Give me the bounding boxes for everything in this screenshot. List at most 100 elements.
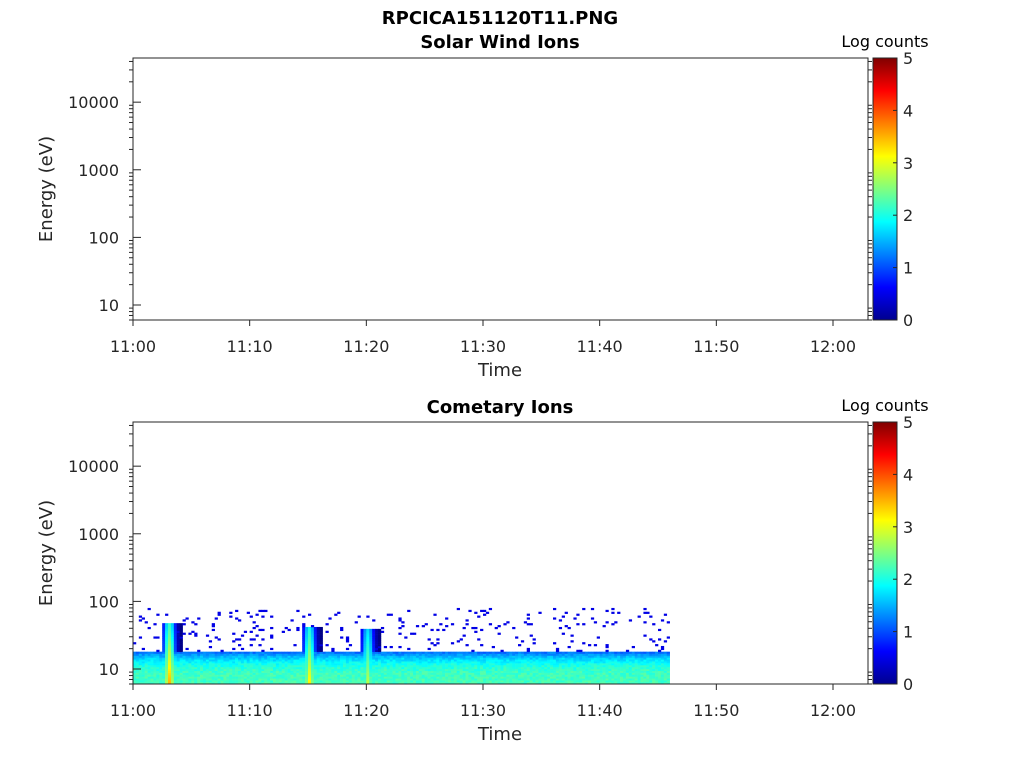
heatmap-cell	[138, 663, 143, 666]
heatmap-cell	[200, 678, 204, 681]
heatmap-cell	[360, 632, 364, 635]
heatmap-cell	[348, 664, 353, 668]
heatmap-cell	[625, 661, 630, 664]
heatmap-cell	[343, 663, 347, 666]
heatmap-cell	[427, 661, 431, 664]
heatmap-cell	[211, 628, 215, 632]
heatmap-cell	[220, 649, 224, 652]
heatmap-cell	[264, 657, 268, 660]
heatmap-cell	[354, 621, 358, 624]
heatmap-cell	[509, 655, 513, 658]
heatmap-cell	[421, 655, 425, 658]
heatmap-cell	[389, 613, 393, 616]
heatmap-cell	[278, 674, 283, 677]
heatmap-cell	[558, 672, 563, 675]
heatmap-cell	[658, 668, 662, 671]
heatmap-cell	[275, 666, 280, 670]
heatmap-cell	[185, 653, 189, 656]
heatmap-cell	[590, 674, 595, 677]
heatmap-cell	[211, 653, 215, 656]
heatmap-cell	[655, 651, 659, 654]
heatmap-cell	[392, 678, 396, 681]
heatmap-cell	[401, 682, 405, 685]
heatmap-cell	[205, 653, 210, 656]
heatmap-cell	[375, 670, 379, 673]
heatmap-cell	[165, 638, 169, 641]
heatmap-cell	[593, 659, 598, 662]
heatmap-cell	[658, 653, 662, 656]
heatmap-cell	[547, 651, 551, 654]
heatmap-cell	[299, 651, 303, 654]
heatmap-cell	[170, 623, 175, 626]
heatmap-cell	[378, 672, 382, 675]
heatmap-cell	[442, 670, 446, 673]
heatmap-cell	[176, 653, 180, 656]
heatmap-cell	[325, 644, 329, 647]
heatmap-cell	[532, 670, 536, 673]
heatmap-cell	[588, 682, 592, 685]
heatmap-cell	[369, 670, 373, 673]
heatmap-cell	[553, 659, 557, 662]
heatmap-cell	[287, 672, 291, 675]
heatmap-cell	[448, 657, 452, 660]
heatmap-cell	[182, 661, 186, 664]
x-tick-label: 11:10	[227, 701, 273, 720]
heatmap-cell	[468, 657, 472, 660]
heatmap-cell	[395, 664, 399, 668]
heatmap-cell	[372, 644, 376, 647]
heatmap-cell	[372, 663, 376, 666]
heatmap-cell	[474, 630, 478, 633]
heatmap-cell	[179, 682, 183, 685]
heatmap-cell	[421, 670, 425, 673]
heatmap-cell	[179, 647, 183, 651]
heatmap-cell	[366, 678, 370, 681]
heatmap-cell	[375, 655, 379, 658]
heatmap-cell	[194, 653, 198, 656]
heatmap-cell	[494, 657, 498, 660]
heatmap-cell	[611, 676, 615, 679]
heatmap-cell	[386, 674, 390, 677]
heatmap-cell	[360, 657, 364, 660]
heatmap-cell	[608, 653, 612, 656]
heatmap-cell	[634, 668, 638, 671]
heatmap-cell	[617, 653, 621, 656]
heatmap-cell	[375, 642, 379, 645]
heatmap-cell	[500, 676, 504, 679]
heatmap-cell	[296, 668, 300, 671]
heatmap-cell	[331, 655, 335, 658]
heatmap-cell	[264, 663, 268, 666]
heatmap-cell	[211, 664, 215, 668]
heatmap-cell	[360, 676, 364, 679]
heatmap-cell	[328, 670, 332, 673]
heatmap-cell	[182, 670, 186, 673]
heatmap-cell	[582, 655, 586, 658]
heatmap-cell	[135, 680, 140, 683]
heatmap-cell	[395, 676, 399, 679]
heatmap-cell	[386, 657, 390, 660]
heatmap-cell	[308, 672, 312, 675]
heatmap-cell	[133, 655, 137, 658]
heatmap-cell	[663, 678, 668, 681]
heatmap-cell	[634, 651, 638, 654]
heatmap-cell	[293, 672, 297, 675]
heatmap-cell	[485, 659, 490, 662]
heatmap-cell	[506, 663, 510, 666]
heatmap-cell	[401, 674, 405, 677]
heatmap-cell	[631, 670, 635, 673]
heatmap-cell	[558, 626, 563, 630]
heatmap-cell	[200, 680, 204, 683]
heatmap-cell	[389, 676, 393, 679]
heatmap-cell	[267, 659, 271, 662]
heatmap-cell	[200, 674, 204, 677]
heatmap-cell	[176, 640, 180, 643]
heatmap-cell	[255, 672, 259, 675]
heatmap-cell	[544, 651, 548, 654]
heatmap-cell	[156, 613, 160, 616]
heatmap-cell	[287, 668, 291, 671]
heatmap-cell	[226, 670, 230, 673]
heatmap-cell	[588, 657, 592, 660]
heatmap-cell	[150, 664, 154, 668]
heatmap-cell	[605, 609, 609, 613]
heatmap-cell	[529, 655, 533, 658]
heatmap-cell	[474, 678, 478, 681]
